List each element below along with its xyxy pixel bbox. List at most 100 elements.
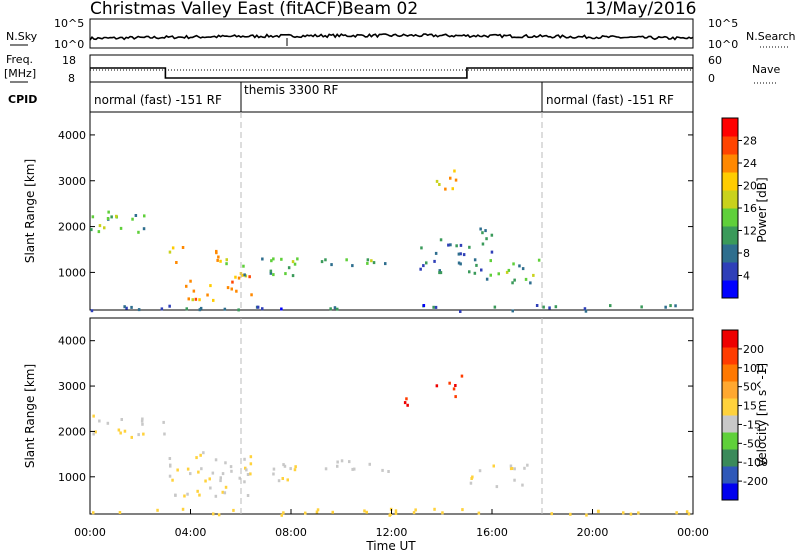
velocity-cell [120, 418, 123, 421]
velocity-cell [118, 511, 122, 514]
x-tick-label: 08:00 [275, 526, 307, 539]
power-cell [90, 309, 94, 313]
x-axis-ticks: 00:00 04:00 08:00 12:00 16:00 20:00 00:00 [74, 509, 709, 539]
velocity-cell [186, 492, 189, 496]
power-cell [674, 304, 677, 308]
velocity-colorbar-swatch [722, 466, 738, 484]
power-cell [168, 304, 171, 308]
velocity-cell [336, 464, 339, 468]
velocity-cell [521, 483, 524, 487]
power-y-axis-label: Slant Range [km] [23, 159, 37, 263]
x-tick-label: 16:00 [476, 526, 508, 539]
velocity-cell [510, 467, 514, 470]
velocity-cell [176, 468, 179, 472]
velocity-cell [221, 490, 224, 494]
power-colorbar-tick-label: 16 [743, 202, 757, 215]
velocity-cell [687, 512, 691, 516]
power-cell [479, 227, 482, 231]
velocity-cell [214, 494, 218, 498]
power-cell [584, 309, 588, 313]
power-cell [261, 307, 264, 311]
velocity-cell [513, 467, 516, 471]
power-cell [175, 261, 178, 264]
freq-tick-8: 8 [68, 72, 75, 85]
power-cell [345, 258, 348, 262]
velocity-cell [405, 397, 408, 401]
velocity-cell [106, 421, 110, 425]
velocity-cell [245, 468, 248, 472]
velocity-cell [119, 431, 122, 435]
velocity-cell [196, 489, 199, 493]
velocity-cell [454, 395, 457, 399]
velocity-cell [304, 511, 307, 515]
power-cell [542, 305, 545, 309]
power-cell [524, 277, 528, 281]
power-cell [103, 226, 106, 230]
power-colorbar-tick-label: 24 [743, 157, 757, 170]
velocity-cell [246, 494, 250, 497]
power-colorbar-label: Power [dB] [755, 177, 769, 242]
velocity-cell [230, 469, 233, 473]
power-cell [280, 257, 283, 261]
power-cell [324, 258, 327, 262]
power-cell [270, 259, 273, 263]
freq-label-line1: Freq. [6, 53, 33, 66]
power-cell [529, 281, 532, 285]
power-colorbar-tick-label: 12 [743, 225, 757, 238]
power-cell [206, 293, 209, 297]
power-cell [293, 262, 297, 266]
power-cell [241, 273, 244, 277]
velocity-colorbar-tick-label: 200 [743, 343, 764, 356]
velocity-cell [217, 513, 221, 517]
velocity-colorbar-tick-label: -50 [743, 437, 761, 450]
power-y-tick-label: 2000 [58, 221, 86, 234]
x-tick-label: 12:00 [376, 526, 408, 539]
power-cell [217, 255, 220, 259]
power-cell [272, 257, 275, 261]
velocity-cell [224, 485, 228, 489]
noise-left-label: N.Sky [6, 30, 38, 43]
velocity-cell [461, 508, 464, 512]
power-cell [131, 217, 134, 221]
velocity-cell [629, 512, 633, 516]
power-panel-frame [89, 111, 694, 311]
power-cell [110, 215, 113, 219]
power-cell [481, 242, 485, 246]
velocity-y-tick-label: 4000 [58, 335, 86, 348]
power-cell [521, 267, 525, 271]
velocity-cell [117, 428, 121, 432]
power-cell [243, 273, 246, 277]
power-cell [433, 259, 436, 263]
velocity-cell [569, 512, 572, 516]
power-cell [225, 262, 228, 266]
power-cell [191, 298, 194, 302]
power-cell [199, 306, 203, 310]
velocity-y-ticks: 1000 2000 3000 4000 [58, 335, 693, 484]
power-cell [420, 246, 423, 250]
velocity-cell [470, 477, 473, 480]
power-cell [497, 272, 500, 276]
power-cell [493, 305, 497, 309]
velocity-cell [448, 381, 451, 385]
velocity-cell [229, 465, 233, 469]
velocity-cell [98, 419, 101, 423]
power-cell [237, 276, 241, 280]
velocity-cell [249, 455, 253, 459]
velocity-cell [94, 430, 97, 434]
power-cell [444, 187, 447, 191]
velocity-cell [232, 508, 235, 512]
velocity-cell [452, 387, 456, 391]
x-tick-label: 00:00 [74, 526, 106, 539]
cpid-segment-1: normal (fast) -151 RF [94, 93, 222, 107]
power-cell [485, 237, 488, 241]
velocity-cell [637, 511, 640, 515]
velocity-cell [282, 463, 285, 467]
power-cell [425, 261, 428, 265]
velocity-cell [460, 374, 464, 378]
power-cell [468, 245, 471, 249]
power-cell [248, 275, 251, 279]
velocity-cell [387, 470, 390, 473]
velocity-colorbar-swatch [722, 483, 738, 501]
velocity-cell [403, 401, 407, 405]
power-cell [329, 307, 332, 311]
